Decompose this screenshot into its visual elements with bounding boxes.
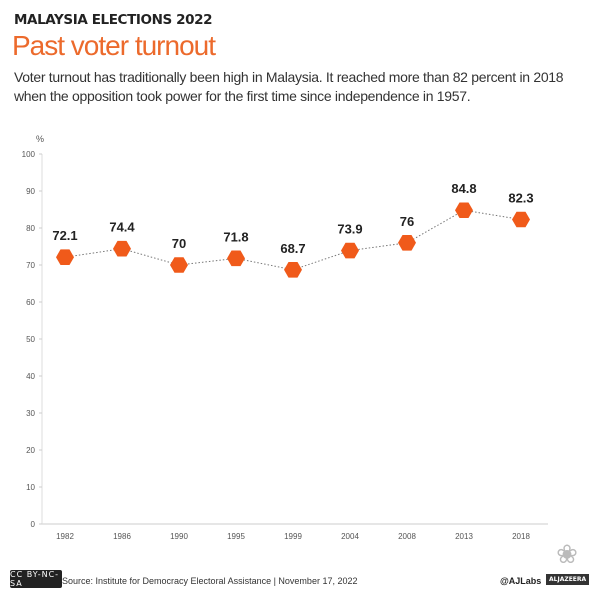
x-tick-label: 1986 — [113, 532, 131, 541]
x-tick-label: 2018 — [512, 532, 530, 541]
data-label: 70 — [172, 236, 186, 251]
y-tick-label: 20 — [26, 446, 35, 455]
data-point-hexagon — [455, 202, 473, 219]
brand-badge: ALJAZEERA — [546, 574, 590, 585]
data-point-hexagon — [284, 262, 302, 278]
x-tick-label: 2004 — [341, 532, 359, 541]
aljazeera-logo-icon: ❀ — [556, 540, 578, 570]
y-tick-label: 70 — [26, 261, 35, 270]
cc-license-badge: CC BY-NC-SA — [10, 570, 62, 588]
data-point-hexagon — [341, 242, 359, 259]
y-tick-label: 10 — [26, 483, 35, 492]
data-label: 72.1 — [52, 228, 77, 243]
x-tick-label: 1995 — [227, 532, 245, 541]
subtitle: Voter turnout has traditionally been hig… — [14, 69, 564, 104]
data-label: 82.3 — [508, 190, 533, 205]
data-point-hexagon — [170, 257, 188, 273]
handle: @AJLabs — [500, 576, 542, 586]
data-point-hexagon — [227, 250, 245, 267]
data-point-hexagon — [398, 235, 416, 251]
x-tick-label: 1990 — [170, 532, 188, 541]
x-tick-label: 2008 — [398, 532, 416, 541]
y-axis-label: % — [36, 134, 44, 144]
data-label: 76 — [400, 214, 414, 229]
page-title: Past voter turnout — [12, 30, 216, 61]
y-tick-label: 90 — [26, 187, 35, 196]
y-tick-label: 60 — [26, 298, 35, 307]
data-label: 74.4 — [109, 220, 135, 235]
data-point-hexagon — [56, 249, 74, 266]
data-label: 73.9 — [337, 222, 362, 237]
data-label: 84.8 — [451, 181, 476, 196]
x-tick-label: 2013 — [455, 532, 473, 541]
data-label: 68.7 — [280, 241, 305, 256]
x-tick-label: 1982 — [56, 532, 74, 541]
y-tick-label: 50 — [26, 335, 35, 344]
y-tick-label: 30 — [26, 409, 35, 418]
source-text: Source: Institute for Democracy Electora… — [62, 576, 358, 586]
kicker: MALAYSIA ELECTIONS 2022 — [14, 12, 213, 28]
data-label: 71.8 — [223, 229, 248, 244]
y-tick-label: 40 — [26, 372, 35, 381]
y-tick-label: 80 — [26, 224, 35, 233]
y-tick-label: 0 — [31, 520, 36, 529]
data-point-hexagon — [512, 211, 530, 228]
data-point-hexagon — [113, 240, 131, 257]
x-tick-label: 1999 — [284, 532, 302, 541]
y-tick-label: 100 — [22, 150, 36, 159]
